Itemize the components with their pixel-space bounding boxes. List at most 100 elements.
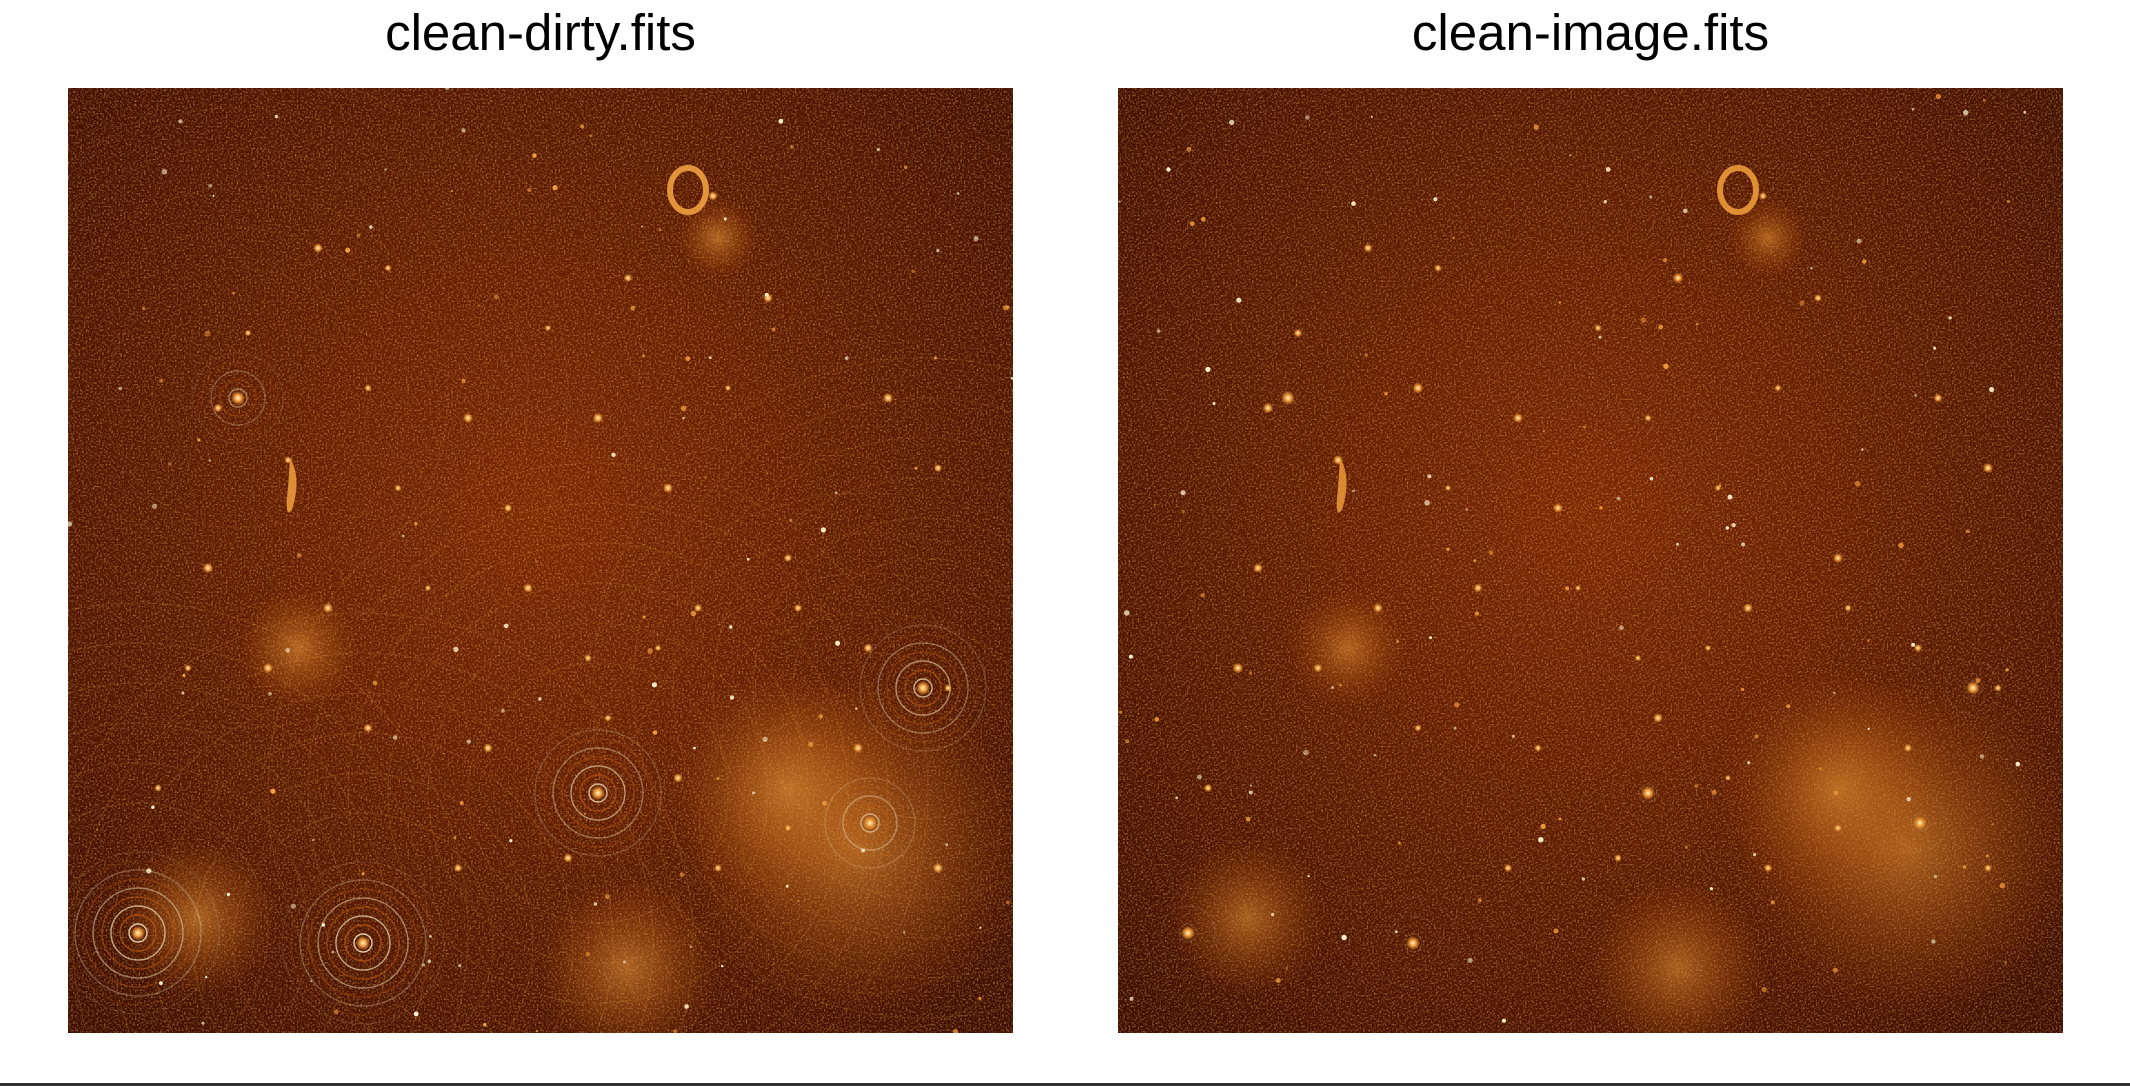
bright-source	[1281, 391, 1295, 405]
faint-source	[1248, 671, 1253, 675]
point-source	[1594, 324, 1602, 332]
faint-source	[684, 1004, 689, 1009]
faint-source	[1583, 425, 1587, 429]
faint-source	[1862, 259, 1867, 264]
sidelobe-arc	[152, 732, 574, 1033]
faint-source	[274, 114, 279, 119]
faint-source	[1156, 329, 1161, 333]
faint-source	[1640, 317, 1647, 323]
sidelobe-ring	[201, 361, 275, 435]
faint-source	[673, 1029, 678, 1033]
faint-source	[952, 1029, 959, 1033]
sidelobe-ring	[1910, 813, 1930, 833]
sidelobe-ring	[534, 729, 662, 857]
faint-source	[1394, 930, 1398, 934]
faint-source	[704, 475, 707, 479]
faint-source	[2023, 110, 2027, 114]
bottom-rule	[0, 1083, 2130, 1086]
point-source	[202, 562, 214, 574]
faint-source	[1474, 611, 1480, 616]
point-source	[793, 603, 803, 613]
faint-source	[1129, 996, 1134, 1001]
diffuse-emission	[1718, 668, 1958, 908]
faint-source	[1006, 900, 1010, 904]
faint-source	[450, 190, 453, 193]
point-source	[863, 643, 873, 653]
dirty-image	[68, 88, 1013, 1033]
faint-source	[532, 153, 537, 158]
faint-source	[1914, 394, 1917, 397]
point-source	[693, 603, 703, 613]
faint-source	[818, 714, 824, 719]
faint-source	[1989, 386, 1995, 393]
faint-source	[1786, 704, 1791, 709]
sidelobe-arc	[68, 227, 409, 569]
sidelobe-ring	[219, 379, 257, 417]
faint-source	[369, 225, 373, 229]
faint-source	[605, 894, 610, 900]
sidelobe-ring	[833, 786, 907, 860]
sidelobe-ring	[74, 869, 202, 997]
sidelobe-ring	[552, 747, 644, 839]
faint-source	[1384, 391, 1388, 396]
faint-source	[1010, 377, 1013, 380]
faint-source	[752, 791, 755, 795]
sidelobe-ring	[525, 720, 671, 866]
faint-source	[1753, 853, 1757, 857]
point-source	[363, 723, 373, 733]
faint-source	[1649, 476, 1654, 481]
faint-source	[445, 88, 450, 91]
faint-source	[1275, 978, 1281, 983]
sidelobe-arc	[68, 762, 309, 1033]
faint-source	[1212, 402, 1216, 405]
faint-source	[1965, 529, 1970, 534]
faint-source	[903, 931, 906, 934]
faint-source	[1128, 654, 1133, 659]
faint-source	[334, 1009, 339, 1015]
sidelobe-ring	[128, 923, 148, 943]
faint-source	[291, 903, 296, 909]
point-source	[1412, 382, 1424, 394]
faint-source	[1533, 124, 1539, 130]
faint-source	[876, 148, 880, 152]
point-source	[673, 773, 683, 783]
faint-source	[797, 899, 800, 902]
point-source	[1832, 552, 1844, 564]
faint-source	[1603, 200, 1607, 204]
shell-source	[667, 165, 709, 215]
sidelobe-ring	[281, 861, 445, 1025]
faint-source	[1197, 774, 1202, 780]
faint-source	[1991, 823, 1995, 826]
point-source	[714, 864, 722, 872]
faint-source	[461, 378, 466, 383]
point-source	[1553, 503, 1563, 513]
sidelobe-arc	[619, 572, 1013, 1033]
faint-source	[1245, 816, 1251, 822]
faint-source	[205, 976, 208, 979]
faint-source	[1558, 301, 1562, 304]
faint-source	[1581, 877, 1585, 881]
faint-source	[212, 194, 215, 197]
faint-source	[1658, 324, 1664, 330]
sidelobe-arc	[68, 802, 269, 1033]
faint-source	[453, 646, 459, 652]
faint-source	[630, 305, 636, 311]
faint-source	[1694, 783, 1699, 788]
faint-source	[640, 225, 644, 228]
point-source	[483, 743, 493, 753]
faint-source	[1558, 817, 1562, 821]
sidelobe-ring	[1901, 804, 1939, 842]
faint-source	[1999, 882, 2006, 889]
sidelobe-ring	[192, 352, 284, 444]
faint-source	[226, 892, 231, 897]
diffuse-emission	[678, 198, 758, 278]
faint-source	[2005, 668, 2009, 672]
sidelobe-ring	[1178, 923, 1198, 943]
faint-source	[1565, 586, 1570, 591]
sidelobe-ring	[92, 887, 184, 979]
sidelobe-arc	[68, 642, 429, 1033]
faint-source	[402, 534, 405, 538]
sidelobe-ring	[1963, 678, 1983, 698]
sidelobe-arc	[68, 147, 489, 649]
sidelobe-ring	[1892, 795, 1948, 851]
